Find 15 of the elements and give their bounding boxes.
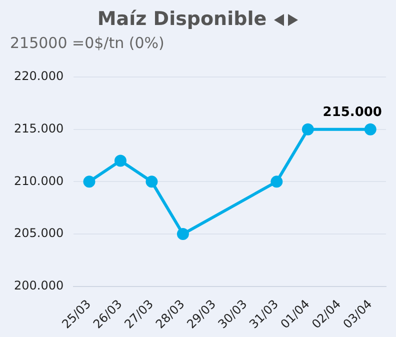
point <box>83 176 96 188</box>
chart-title: Maíz Disponible <box>97 8 267 30</box>
data-label: 215.000 <box>322 105 382 120</box>
point <box>270 176 283 188</box>
y-tick-label: 200.000 <box>14 278 64 292</box>
y-tick-label: 205.000 <box>14 226 64 240</box>
y-tick-label: 220.000 <box>14 69 64 84</box>
point <box>114 154 126 167</box>
point <box>176 228 189 240</box>
point <box>364 123 376 136</box>
point <box>146 176 158 188</box>
y-tick-label: 215.000 <box>14 121 64 136</box>
y-tick-label: 210.000 <box>14 174 64 188</box>
chart-subtitle: 215000 =0$/tn (0%) <box>10 34 164 52</box>
point <box>302 123 314 136</box>
